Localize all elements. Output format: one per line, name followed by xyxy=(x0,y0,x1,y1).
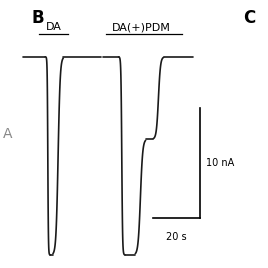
Text: 10 nA: 10 nA xyxy=(206,158,234,168)
Text: B: B xyxy=(31,9,44,27)
Text: DA: DA xyxy=(46,22,62,32)
Text: A: A xyxy=(3,127,12,141)
Text: C: C xyxy=(243,9,255,27)
Text: 20 s: 20 s xyxy=(166,232,187,243)
Text: DA(+)PDM: DA(+)PDM xyxy=(112,22,170,32)
